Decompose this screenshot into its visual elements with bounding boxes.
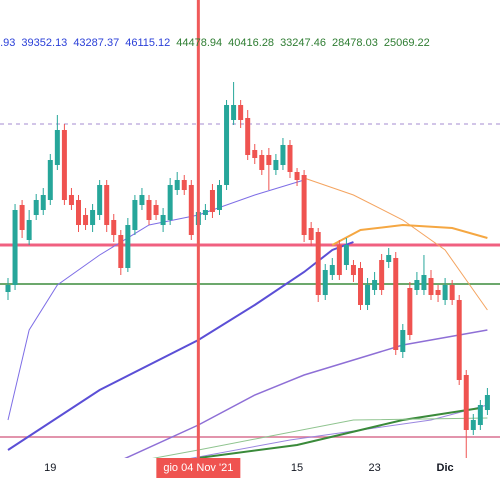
moving-average	[331, 223, 488, 246]
candle-body	[188, 185, 194, 235]
indicator-value: 25069.22	[383, 37, 430, 49]
candle-body	[224, 105, 230, 185]
candle-body	[463, 375, 469, 430]
candle-body	[308, 228, 314, 240]
candle-body	[153, 205, 159, 215]
candle-body	[202, 210, 208, 215]
candle-body	[19, 205, 25, 230]
axis-background	[0, 458, 500, 500]
candle-body	[160, 215, 166, 225]
candle-body	[252, 150, 258, 158]
candle-body	[421, 275, 427, 290]
candle-body	[365, 285, 371, 305]
candle-body	[442, 285, 448, 300]
candle-body	[217, 185, 222, 210]
candle-body	[76, 200, 81, 225]
candle-body	[400, 330, 406, 352]
crosshair-label: gio 04 Nov '21	[163, 462, 233, 474]
candle-body	[132, 200, 138, 230]
x-axis: 19 gio 04 Nov '21 15 23 Dic	[0, 458, 500, 500]
candle-body	[294, 172, 300, 180]
crosshair-label-box	[156, 458, 241, 478]
candle-body	[266, 155, 272, 165]
candle-body	[90, 210, 96, 225]
candle-body	[435, 290, 441, 295]
candle-body	[111, 220, 117, 235]
candle-body	[139, 195, 145, 205]
candle-body	[336, 245, 342, 275]
candle-body	[5, 285, 11, 292]
candle-body	[393, 258, 399, 350]
x-tick-label: 23	[368, 462, 380, 474]
candle-body	[104, 185, 110, 225]
candle-body	[238, 105, 244, 120]
candle-body	[83, 215, 89, 225]
x-tick-label: 15	[291, 462, 303, 474]
candle-body	[414, 280, 420, 290]
candle-body	[259, 155, 265, 170]
indicator-value: 33247.46	[280, 37, 326, 49]
candle-body	[146, 200, 152, 220]
moving-average	[198, 407, 481, 459]
moving-average	[7, 179, 305, 421]
candle-body	[12, 210, 18, 285]
x-tick-label: Dic	[437, 462, 454, 474]
candle-body	[358, 268, 363, 305]
candle-body	[40, 195, 46, 210]
candle-body	[26, 220, 32, 240]
candle-body	[68, 195, 74, 205]
indicator-value: 44478.94	[176, 37, 223, 49]
x-tick-label: 19	[44, 462, 56, 474]
indicator-value: 39352.13	[21, 37, 68, 49]
candle-body	[33, 200, 39, 215]
candle-body	[428, 278, 434, 295]
indicator-value: 28478.03	[331, 37, 378, 49]
moving-average	[303, 177, 488, 311]
candle-body	[287, 145, 293, 172]
candle-body	[456, 300, 462, 380]
candle-body	[315, 232, 321, 295]
candle-body	[125, 225, 131, 268]
candle-body	[386, 255, 392, 262]
candle-body	[449, 285, 455, 300]
candle-body	[231, 105, 237, 120]
candle-body	[47, 160, 53, 200]
indicator-value: 43287.37	[73, 37, 120, 49]
candle-body	[61, 130, 67, 200]
indicator-values: 1.93 39352.13 43287.37 46115.12 44478.94 4041…	[0, 37, 500, 49]
candle-body	[343, 245, 349, 265]
candle-body	[54, 130, 60, 165]
candle-body	[118, 235, 124, 268]
indicator-value: 40416.28	[228, 37, 275, 49]
indicator-value: 1.93	[0, 37, 16, 49]
candle-body	[477, 405, 483, 425]
candle-body	[181, 180, 187, 190]
candle-body	[245, 118, 251, 155]
candle-body	[167, 185, 173, 220]
moving-average	[99, 329, 488, 471]
candle-body	[379, 260, 385, 290]
candle-body	[174, 180, 180, 190]
candle-body	[372, 280, 378, 290]
candle-body	[407, 288, 413, 335]
candle-body	[97, 185, 103, 215]
moving-average	[7, 241, 354, 451]
candle-body	[273, 160, 279, 170]
candle-body	[209, 190, 215, 212]
candle-body	[484, 395, 490, 410]
candle-body	[280, 145, 286, 165]
candle-body	[350, 265, 356, 275]
candle-body	[470, 420, 476, 430]
candle-body	[322, 270, 328, 295]
candle-body	[301, 175, 307, 235]
indicator-value: 46115.12	[125, 37, 171, 49]
candle-body	[329, 265, 335, 275]
